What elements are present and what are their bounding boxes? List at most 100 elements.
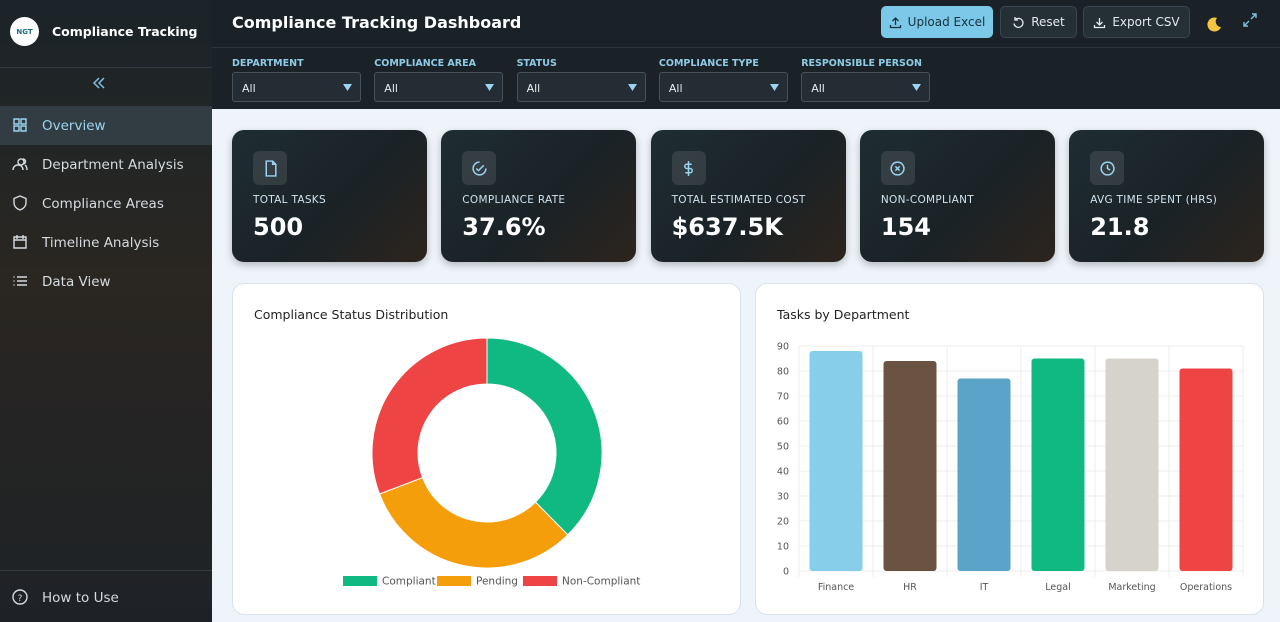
filter-label: RESPONSIBLE PERSON: [801, 58, 922, 69]
icon-path: [265, 159, 277, 177]
kpi-card: TOTAL TASKS 500: [232, 130, 427, 262]
kpi-icon: [1090, 151, 1125, 185]
icon: [13, 235, 27, 249]
icon: [13, 118, 27, 132]
icon-path: [684, 160, 694, 176]
kpi-icon: [462, 151, 497, 185]
button-label: Export CSV: [1112, 15, 1180, 29]
nav-label: Timeline Analysis: [42, 234, 160, 251]
filter-value: All: [526, 82, 541, 95]
filter-value: All: [811, 82, 825, 95]
brand: Compliance Tracking: [52, 24, 198, 39]
bar-chart: Tasks by Department 0 10 20 30 40 50 60 70 80 90 Fi…: [776, 307, 1244, 593]
y-tick-label: 50: [777, 442, 789, 453]
kpi-value: $637.5K: [671, 213, 783, 241]
legend-swatch: [523, 576, 557, 586]
upload-button[interactable]: Upload Excel: [881, 6, 993, 38]
nav-item[interactable]: Data View: [0, 262, 212, 301]
dropdown-arrow: [912, 84, 922, 91]
y-tick-label: 30: [777, 492, 789, 503]
icon-path: [13, 195, 27, 211]
legend-label: Non-Compliant: [562, 576, 640, 588]
chart-title: Tasks by Department: [776, 307, 910, 322]
donut-slice: [486, 337, 603, 536]
filter-value: All: [242, 82, 256, 95]
kpi-value: 154: [880, 213, 931, 241]
dropdown-arrow: [343, 84, 352, 91]
upload-icon: [889, 16, 901, 28]
filter-value: All: [668, 82, 683, 95]
collapse-button[interactable]: [92, 76, 106, 90]
icon: [265, 159, 277, 177]
filter-select[interactable]: All: [374, 72, 504, 102]
donut-slice: [371, 337, 488, 495]
x-tick-label: IT: [980, 582, 989, 593]
page-title: Compliance Tracking Dashboard: [232, 13, 522, 32]
kpi-card: COMPLIANCE RATE 37.6%: [441, 130, 637, 262]
kpi-card: TOTAL ESTIMATED COST $637.5K: [650, 130, 846, 262]
filter-label: COMPLIANCE TYPE: [658, 58, 759, 69]
icon-path: [472, 160, 487, 176]
icon-path: [13, 276, 27, 286]
nav-item[interactable]: Overview: [0, 106, 212, 145]
kpi-value: 21.8: [1090, 213, 1150, 241]
y-tick-label: 0: [783, 567, 789, 578]
kpi-card: NON-COMPLIANT 154: [859, 130, 1055, 262]
chart-title: Compliance Status Distribution: [254, 307, 448, 322]
donut-slice: [378, 476, 569, 569]
dropdown-arrow: [769, 84, 779, 91]
bar: [957, 378, 1011, 571]
arrow: [485, 84, 495, 91]
legend-label: Compliant: [382, 576, 436, 588]
divider: [0, 570, 212, 571]
kpi-label: COMPLIANCE RATE: [462, 194, 566, 206]
filter-select[interactable]: All: [658, 72, 788, 102]
kpi-label: AVG TIME SPENT (HRS): [1090, 194, 1218, 206]
help-label: How to Use: [42, 589, 119, 606]
logo: NGT: [10, 17, 39, 46]
y-tick-label: 90: [777, 342, 789, 353]
svg-text:?: ?: [18, 594, 23, 604]
export-button[interactable]: Export CSV: [1083, 6, 1190, 38]
theme-toggle[interactable]: [1205, 15, 1223, 33]
legend-swatch: [437, 576, 471, 586]
kpi-icon: [880, 151, 915, 185]
nav-item[interactable]: Compliance Areas: [0, 184, 212, 223]
kpi-label: TOTAL ESTIMATED COST: [671, 194, 806, 206]
reset-icon: [1013, 16, 1024, 28]
kpi-label: TOTAL TASKS: [253, 194, 326, 206]
kpi-value: 37.6%: [462, 213, 546, 241]
filter-select[interactable]: All: [801, 72, 931, 102]
icon: [684, 160, 694, 176]
filter-bar: DEPARTMENT All COMPLIANCE AREA All STATUS All…: [212, 48, 1280, 109]
chart-card: Tasks by Department 0 10 20 30 40 50 60 70 80 90 Fi…: [755, 283, 1264, 615]
nav-item[interactable]: Department Analysis: [0, 145, 212, 184]
reset-button[interactable]: Reset: [1000, 6, 1077, 38]
icon: [890, 160, 906, 176]
kpi-card: AVG TIME SPENT (HRS) 21.8: [1069, 130, 1265, 262]
nav-label: Data View: [42, 273, 111, 290]
icon-path: [13, 235, 27, 249]
icon: [12, 158, 28, 171]
nav-item[interactable]: Timeline Analysis: [0, 223, 212, 262]
dropdown-arrow: [485, 84, 495, 91]
filter-select[interactable]: All: [232, 72, 361, 102]
icon: [472, 160, 487, 176]
arrow: [627, 84, 637, 91]
y-tick-label: 10: [777, 542, 789, 553]
arrow: [769, 84, 779, 91]
filter-label: COMPLIANCE AREA: [374, 58, 476, 69]
arrow: [343, 84, 352, 91]
x-tick-label: HR: [903, 582, 917, 593]
help-link[interactable]: ? How to Use: [0, 578, 212, 617]
download-icon: [1094, 17, 1106, 28]
legend-swatch: [343, 576, 377, 586]
icon: [13, 276, 27, 286]
bar: [883, 361, 937, 571]
fullscreen-button[interactable]: [1242, 12, 1258, 28]
legend-label: Pending: [476, 576, 518, 588]
filter-select[interactable]: All: [516, 72, 646, 102]
icon-path: [12, 158, 28, 171]
kpi-icon: [253, 151, 287, 185]
kpi-icon: [671, 151, 706, 185]
